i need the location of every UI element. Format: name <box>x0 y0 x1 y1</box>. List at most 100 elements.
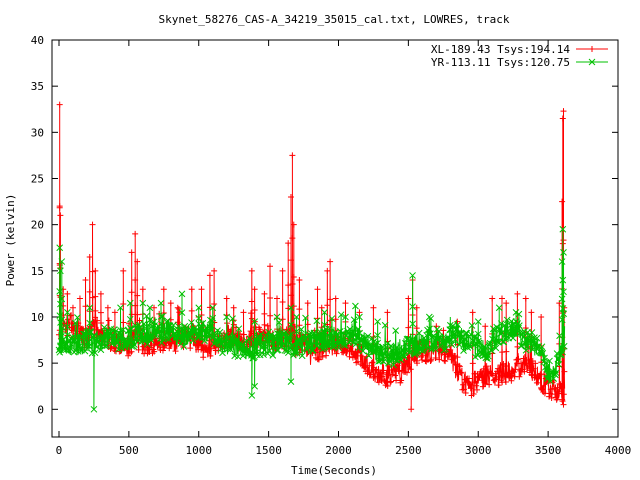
data-point <box>296 277 303 284</box>
data-point <box>469 360 476 367</box>
data-point <box>293 350 301 357</box>
data-point <box>153 338 160 345</box>
data-point <box>224 345 232 353</box>
data-point <box>195 304 203 312</box>
data-point <box>333 350 340 357</box>
data-point <box>251 337 259 345</box>
data-point <box>354 352 361 359</box>
data-point <box>128 249 135 256</box>
data-point <box>97 290 104 297</box>
data-point <box>469 379 476 386</box>
data-point <box>90 405 98 413</box>
data-point <box>486 381 493 388</box>
data-point <box>494 365 501 372</box>
data-point <box>559 198 566 205</box>
data-point <box>437 334 444 342</box>
data-point <box>365 367 372 374</box>
data-point <box>289 152 296 159</box>
data-point <box>321 321 328 329</box>
data-point <box>86 253 93 260</box>
data-point <box>559 398 566 405</box>
data-point <box>100 336 107 343</box>
data-point <box>55 346 63 354</box>
data-point <box>332 316 339 323</box>
data-point <box>419 346 427 353</box>
data-point <box>492 344 500 352</box>
data-point <box>353 334 361 342</box>
data-point <box>200 327 207 335</box>
data-point <box>458 369 465 376</box>
data-point <box>346 325 354 333</box>
data-point <box>315 356 322 363</box>
data-point <box>559 276 567 284</box>
data-point <box>98 319 105 326</box>
data-point <box>91 349 99 357</box>
data-point <box>475 339 483 347</box>
data-point <box>379 373 386 380</box>
data-point <box>85 342 93 350</box>
data-point <box>285 240 292 247</box>
data-point <box>297 326 305 333</box>
data-point <box>502 379 509 386</box>
data-point <box>58 316 66 324</box>
data-point <box>509 334 517 342</box>
data-point <box>356 309 363 316</box>
data-point <box>560 310 567 318</box>
data-point <box>551 385 558 392</box>
data-point <box>264 350 272 357</box>
data-point <box>154 329 162 336</box>
data-point <box>135 346 142 353</box>
data-point <box>178 309 186 316</box>
series-1 <box>55 225 568 413</box>
data-point <box>541 390 548 397</box>
data-point <box>334 332 342 339</box>
data-point <box>325 342 332 350</box>
y-tick-label: 0 <box>37 403 44 416</box>
data-point <box>455 362 462 369</box>
data-point <box>503 316 511 324</box>
data-point <box>111 328 119 336</box>
data-point <box>384 382 391 389</box>
data-point <box>405 295 412 302</box>
data-point <box>57 300 64 308</box>
data-point <box>117 304 124 312</box>
data-point <box>220 336 228 343</box>
data-point <box>460 347 467 354</box>
data-point <box>287 330 295 338</box>
data-point <box>311 330 319 338</box>
chart-title: Skynet_58276_CAS-A_34219_35015_cal.txt, … <box>159 13 510 26</box>
data-point <box>559 305 567 312</box>
data-point <box>126 299 134 307</box>
data-point <box>449 356 456 363</box>
data-point <box>497 330 504 337</box>
data-point <box>251 286 258 293</box>
data-point <box>56 203 63 210</box>
data-point <box>69 304 76 311</box>
data-point <box>64 309 71 316</box>
data-point <box>409 303 416 310</box>
data-point <box>482 323 489 330</box>
data-point <box>149 332 157 340</box>
data-point <box>56 348 64 356</box>
data-point <box>529 346 537 353</box>
data-point <box>126 315 134 323</box>
data-point <box>287 257 294 264</box>
data-point <box>105 317 112 324</box>
data-point <box>444 353 451 360</box>
data-point <box>589 46 595 52</box>
data-point <box>427 357 434 364</box>
data-point <box>285 282 292 289</box>
data-point <box>243 337 250 345</box>
data-point <box>474 318 482 325</box>
data-point <box>287 378 295 385</box>
data-point <box>560 108 567 115</box>
data-point <box>71 334 79 341</box>
data-point <box>119 326 127 334</box>
data-point <box>166 345 173 352</box>
data-point <box>484 352 492 360</box>
data-point <box>516 373 523 380</box>
data-point <box>196 325 204 332</box>
data-point <box>328 315 336 322</box>
data-point <box>419 356 426 363</box>
data-point <box>407 366 414 373</box>
